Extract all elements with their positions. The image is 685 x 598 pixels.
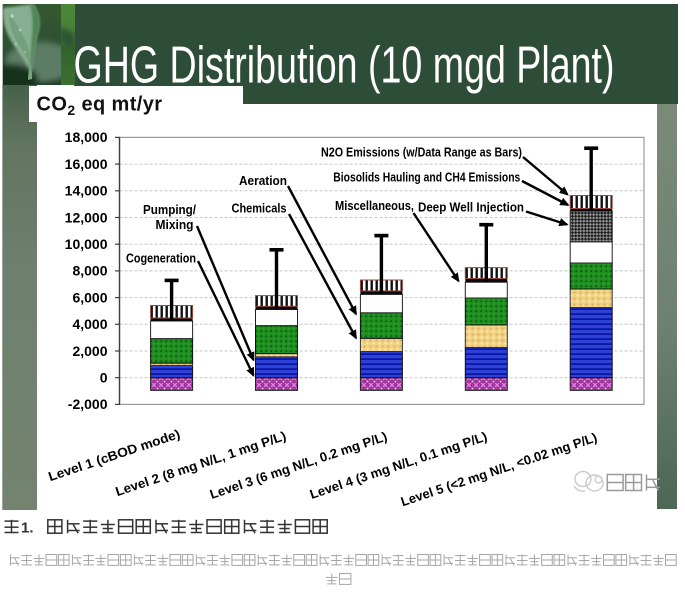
svg-text:4,000: 4,000 — [72, 316, 107, 332]
svg-text:Aeration: Aeration — [239, 173, 287, 188]
svg-text:Mixing: Mixing — [156, 217, 194, 232]
svg-text:Level 4 (3 mg N/L, 0.1 mg P/L): Level 4 (3 mg N/L, 0.1 mg P/L) — [308, 429, 489, 502]
svg-text:GHG Distribution (10 mgd Plant: GHG Distribution (10 mgd Plant) — [74, 37, 615, 95]
svg-text:CO2 eq mt/yr: CO2 eq mt/yr — [37, 94, 163, 119]
svg-text:Miscellaneous,: Miscellaneous, — [335, 198, 414, 213]
svg-text:10,000: 10,000 — [65, 236, 108, 252]
svg-text:Cogeneration: Cogeneration — [126, 251, 196, 266]
svg-text:N2O Emissions (w/Data Range as: N2O Emissions (w/Data Range as Bars) — [321, 145, 522, 160]
svg-text:18,000: 18,000 — [65, 129, 108, 145]
svg-text:12,000: 12,000 — [65, 209, 108, 225]
svg-text:2,000: 2,000 — [72, 343, 107, 359]
svg-text:Level 5 (<2 mg N/L, <0.02 mg P: Level 5 (<2 mg N/L, <0.02 mg P/L) — [399, 430, 599, 510]
svg-text:16,000: 16,000 — [65, 156, 108, 172]
svg-text:Chemicals: Chemicals — [232, 201, 287, 216]
svg-text:1.: 1. — [21, 520, 34, 537]
svg-text:8,000: 8,000 — [72, 263, 107, 279]
svg-text:14,000: 14,000 — [65, 183, 108, 199]
svg-text:Pumping/: Pumping/ — [143, 202, 196, 217]
svg-text:Biosolids Hauling and CH4 Emis: Biosolids Hauling and CH4 Emissions — [333, 170, 520, 185]
svg-text:Level 3 (6 mg N/L, 0.2 mg P/L): Level 3 (6 mg N/L, 0.2 mg P/L) — [208, 429, 389, 502]
svg-text:0: 0 — [100, 370, 108, 386]
svg-text:-2,000: -2,000 — [68, 396, 108, 412]
svg-text:6,000: 6,000 — [72, 289, 107, 305]
svg-text:Deep Well Injection: Deep Well Injection — [418, 200, 524, 215]
